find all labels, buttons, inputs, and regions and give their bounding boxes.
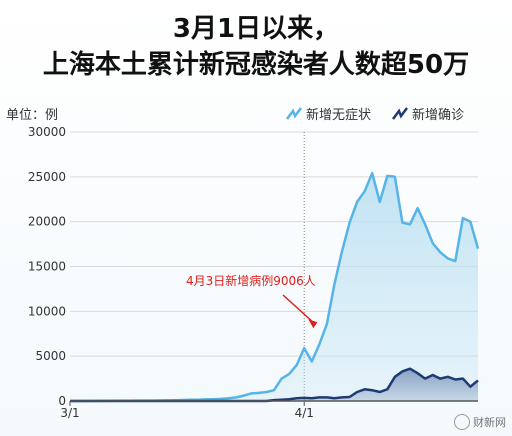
y-tick-label-0: 0	[58, 394, 66, 408]
y-axis-unit-label: 单位：例	[6, 108, 59, 123]
legend-confirmed-icon	[392, 106, 408, 120]
y-tick-label-1: 5000	[35, 349, 66, 363]
legend-asymptomatic-label: 新增无症状	[306, 108, 372, 123]
legend-item-confirmed: 新增确诊	[392, 104, 464, 123]
y-tick-label-5: 25000	[28, 170, 66, 184]
chart-title-line2: 上海本土累计新冠感染者人数超50万	[42, 50, 470, 80]
watermark: 财新网	[454, 414, 506, 430]
legend-confirmed-label: 新增确诊	[412, 108, 465, 123]
series-asymptomatic-area	[70, 173, 478, 401]
legend-asymptomatic-icon	[286, 106, 302, 120]
annotation-arrow-line	[282, 294, 316, 325]
annotation-arrow-head	[308, 319, 318, 329]
y-tick-label-2: 10000	[28, 304, 66, 318]
y-tick-label-4: 20000	[28, 215, 66, 229]
series-confirmed-area	[70, 368, 478, 401]
x-tick-label-0: 3/1	[60, 406, 79, 420]
y-tick-label-3: 15000	[28, 260, 66, 274]
wechat-icon	[454, 414, 470, 430]
y-tick-label-6: 30000	[28, 125, 66, 139]
x-tick-label-1: 4/1	[295, 406, 314, 420]
legend-item-asymptomatic: 新增无症状	[286, 104, 371, 123]
chart-title-line1: 3月1日以来，	[172, 14, 340, 44]
annotation-label: 4月3日新增病例9006人	[186, 273, 316, 288]
watermark-label: 财新网	[473, 416, 506, 429]
